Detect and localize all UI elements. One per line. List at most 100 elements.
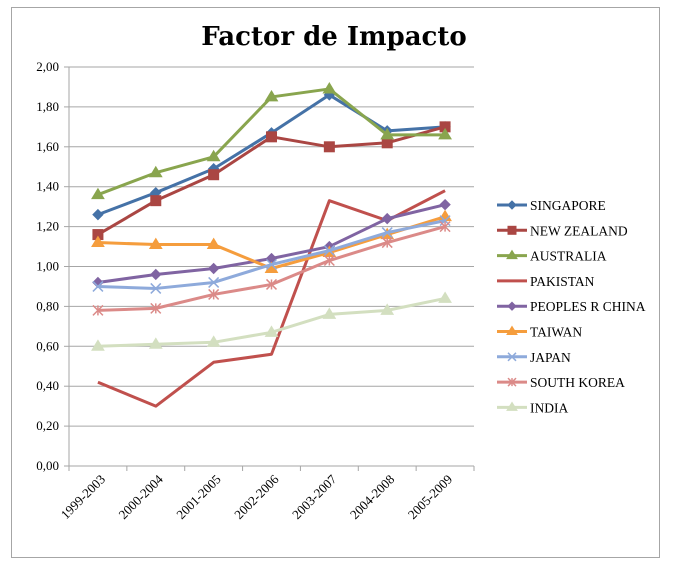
marker-triangle: [506, 401, 518, 411]
data-point: [148, 165, 163, 178]
series-japan: [92, 215, 451, 294]
marker-x: [507, 352, 517, 362]
data-point: [208, 169, 220, 181]
marker-x-stroke: [381, 227, 393, 239]
marker-star: [507, 377, 517, 387]
data-point: [150, 268, 162, 281]
data-point: [323, 141, 335, 153]
series-south-korea: [92, 221, 451, 316]
x-tick-label: 2000-2004: [115, 471, 166, 522]
data-point: [438, 127, 452, 140]
x-tick-label: 2001-2005: [173, 472, 223, 522]
data-point: [380, 127, 395, 140]
series-new-zealand: [92, 121, 451, 241]
marker-square: [507, 225, 517, 235]
marker-x-stroke: [208, 276, 220, 288]
y-tick-label: 1,80: [36, 99, 59, 114]
series-line: [97, 93, 446, 217]
series-line: [97, 296, 446, 348]
data-point: [323, 254, 335, 267]
data-point: [150, 302, 162, 314]
legend-item: PAKISTAN: [497, 274, 595, 289]
legend-label: INDIA: [530, 400, 568, 415]
legend-item: AUSTRALIA: [497, 249, 607, 264]
data-point: [207, 262, 220, 275]
y-tick-label: 0,00: [36, 458, 59, 473]
data-point: [206, 149, 221, 162]
y-tick-label: 1,60: [36, 139, 59, 154]
x-tick-label: 2002-2006: [231, 471, 282, 522]
data-point: [92, 304, 104, 316]
y-tick-label: 1,40: [36, 179, 59, 194]
legend-label: AUSTRALIA: [530, 249, 607, 264]
data-point: [322, 307, 337, 319]
data-point: [381, 227, 393, 239]
series-pakistan: [97, 189, 446, 408]
legend: SINGAPORE NEW ZEALAND AUSTRALIA PAKISTAN PEO…: [497, 198, 646, 415]
chart-title: Factor de Impacto: [201, 22, 466, 52]
data-point: [150, 282, 162, 294]
marker-triangle: [506, 249, 518, 260]
legend-item: PEOPLES R CHINA: [497, 299, 646, 314]
data-point: [264, 325, 279, 337]
marker-diamond: [507, 301, 517, 311]
marker-x-stroke: [323, 245, 335, 257]
data-point: [208, 288, 220, 300]
series-lines: [91, 81, 452, 408]
marker-x-stroke: [507, 352, 517, 362]
data-point: [208, 276, 220, 288]
data-point: [150, 195, 162, 207]
x-tick-label: 1999-2003: [58, 472, 108, 522]
y-tick-label: 1,20: [36, 219, 59, 234]
data-point: [381, 237, 393, 249]
y-tick-label: 1,00: [36, 259, 59, 274]
marker-x-stroke: [92, 280, 104, 292]
data-point: [322, 81, 337, 94]
data-point: [438, 291, 452, 303]
x-tick-label: 2003-2007: [289, 471, 340, 522]
marker-x-stroke: [150, 282, 162, 294]
legend-item: SINGAPORE: [497, 198, 606, 213]
legend-item: INDIA: [497, 400, 568, 415]
series-singapore: [92, 89, 451, 221]
y-tick-label: 0,80: [36, 298, 59, 313]
series-india: [91, 291, 452, 351]
marker-diamond: [507, 200, 517, 210]
legend-label: PAKISTAN: [530, 274, 595, 289]
data-point: [439, 198, 451, 211]
data-point: [264, 89, 279, 102]
data-point: [265, 258, 278, 271]
x-tick-label: 2004-2008: [347, 472, 397, 522]
y-tick-label: 0,40: [36, 378, 59, 393]
legend-label: SOUTH KOREA: [530, 375, 625, 390]
x-tick-label: 2005-2009: [405, 472, 455, 522]
series-line: [97, 189, 446, 408]
data-point: [266, 131, 277, 143]
marker-triangle: [506, 325, 518, 335]
data-point: [381, 212, 393, 225]
data-point: [206, 335, 221, 347]
data-point: [148, 237, 163, 250]
legend-item: SOUTH KOREA: [497, 375, 625, 390]
legend-label: TAIWAN: [530, 325, 582, 340]
data-point: [91, 339, 105, 351]
y-tick-label: 0,20: [36, 418, 59, 433]
legend-item: TAIWAN: [497, 325, 582, 340]
legend-label: NEW ZEALAND: [530, 223, 628, 238]
legend-item: JAPAN: [497, 350, 571, 365]
legend-label: JAPAN: [530, 350, 571, 365]
data-point: [206, 237, 221, 250]
series-australia: [91, 81, 452, 200]
data-point: [92, 280, 104, 292]
legend-label: SINGAPORE: [530, 198, 606, 213]
marker-x-stroke: [265, 258, 278, 271]
y-tick-label: 2,00: [36, 59, 59, 74]
data-point: [92, 208, 104, 221]
data-point: [91, 235, 105, 248]
gridlines: [69, 66, 474, 427]
legend-item: NEW ZEALAND: [497, 223, 628, 238]
y-tick-label: 0,60: [36, 338, 59, 353]
data-point: [265, 278, 278, 290]
data-point: [323, 245, 335, 257]
